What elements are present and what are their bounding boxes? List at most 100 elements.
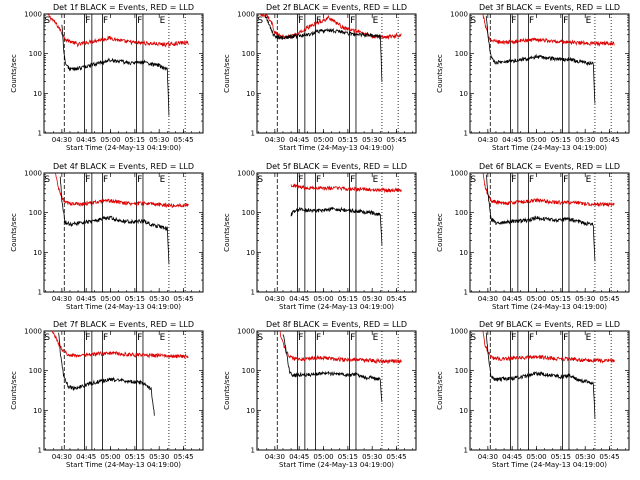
x-tick-label: 04:45 bbox=[502, 295, 522, 303]
plot-area bbox=[482, 173, 615, 292]
events-series bbox=[485, 15, 596, 104]
plot-area bbox=[482, 14, 615, 133]
interval-marker: F bbox=[85, 333, 90, 343]
lld-series bbox=[47, 14, 189, 48]
y-axis-label: Counts/sec bbox=[223, 371, 231, 410]
interval-marker: F bbox=[316, 333, 321, 343]
lld-series bbox=[279, 331, 402, 365]
interval-marker: F bbox=[529, 16, 534, 26]
panel-title: Det 3f BLACK = Events, RED = LLD bbox=[479, 3, 620, 12]
y-tick-label: 100 bbox=[29, 367, 42, 375]
interval-marker: S bbox=[44, 175, 50, 185]
panel-2: Det 2f BLACK = Events, RED = LLD 1 10 100 10… bbox=[223, 3, 417, 152]
y-tick-label: 1000 bbox=[237, 328, 255, 336]
x-tick-label: 04:45 bbox=[289, 136, 309, 144]
plot-frame bbox=[469, 330, 630, 451]
x-tick-label: 05:45 bbox=[386, 136, 406, 144]
y-axis-label: Counts/sec bbox=[436, 371, 444, 410]
events-series bbox=[485, 332, 596, 419]
y-tick-label: 1000 bbox=[450, 11, 468, 19]
y-tick-label: 1 bbox=[251, 289, 255, 297]
interval-marker: F bbox=[529, 175, 534, 185]
interval-marker: E bbox=[586, 333, 592, 343]
plot-frame bbox=[256, 172, 417, 293]
panel-title: Det 9f BLACK = Events, RED = LLD bbox=[479, 320, 620, 329]
lld-series bbox=[482, 173, 615, 208]
x-tick-label: 04:30 bbox=[478, 295, 498, 303]
plot-frame bbox=[469, 13, 630, 134]
interval-marker: S bbox=[257, 175, 263, 185]
x-tick-label: 05:00 bbox=[313, 295, 333, 303]
panel-title: Det 2f BLACK = Events, RED = LLD bbox=[266, 3, 407, 12]
y-tick-label: 1 bbox=[38, 289, 42, 297]
x-tick-label: 04:30 bbox=[52, 453, 72, 461]
plot-area bbox=[54, 173, 189, 292]
events-series bbox=[58, 332, 155, 416]
interval-marker: F bbox=[350, 333, 355, 343]
x-tick-label: 05:30 bbox=[575, 136, 595, 144]
interval-marker: F bbox=[103, 333, 108, 343]
x-tick-label: 05:00 bbox=[100, 136, 120, 144]
panel-title: Det 7f BLACK = Events, RED = LLD bbox=[53, 320, 194, 329]
x-tick-label: 04:30 bbox=[265, 136, 285, 144]
x-tick-label: 05:00 bbox=[526, 295, 546, 303]
x-tick-label: 05:15 bbox=[338, 136, 358, 144]
y-tick-label: 1000 bbox=[237, 170, 255, 178]
y-tick-label: 10 bbox=[246, 249, 255, 257]
y-tick-label: 100 bbox=[455, 209, 468, 217]
x-tick-label: 05:30 bbox=[362, 453, 382, 461]
plot-area bbox=[482, 331, 615, 450]
x-tick-label: 05:45 bbox=[599, 453, 619, 461]
y-tick-label: 100 bbox=[242, 209, 255, 217]
interval-marker: F bbox=[316, 16, 321, 26]
interval-marker: E bbox=[586, 16, 592, 26]
x-tick-label: 05:15 bbox=[551, 453, 571, 461]
plot-area bbox=[47, 14, 189, 133]
y-tick-label: 1000 bbox=[24, 11, 42, 19]
interval-marker: F bbox=[103, 175, 108, 185]
interval-marker: F bbox=[563, 333, 568, 343]
y-tick-label: 1 bbox=[464, 289, 468, 297]
y-tick-label: 1000 bbox=[450, 170, 468, 178]
interval-marker: F bbox=[103, 16, 108, 26]
lld-series bbox=[51, 331, 189, 359]
x-tick-label: 05:00 bbox=[100, 453, 120, 461]
plot-frame bbox=[256, 330, 417, 451]
x-tick-label: 05:15 bbox=[125, 453, 145, 461]
y-tick-label: 10 bbox=[33, 407, 42, 415]
x-tick-label: 05:15 bbox=[125, 295, 145, 303]
plot-area bbox=[276, 173, 402, 292]
x-tick-label: 05:15 bbox=[338, 453, 358, 461]
y-tick-label: 1 bbox=[38, 130, 42, 138]
interval-marker: F bbox=[529, 333, 534, 343]
panel-4: Det 4f BLACK = Events, RED = LLD 1 10 100 10… bbox=[10, 162, 204, 311]
interval-marker: F bbox=[350, 175, 355, 185]
y-tick-label: 10 bbox=[459, 249, 468, 257]
panel-7: Det 7f BLACK = Events, RED = LLD 1 10 100 10… bbox=[10, 320, 204, 469]
y-tick-label: 1 bbox=[251, 447, 255, 455]
y-tick-label: 1 bbox=[464, 130, 468, 138]
y-axis-label: Counts/sec bbox=[223, 54, 231, 93]
interval-marker: F bbox=[137, 16, 142, 26]
lld-series bbox=[482, 331, 615, 364]
panel-title: Det 1f BLACK = Events, RED = LLD bbox=[53, 3, 194, 12]
y-axis-label: Counts/sec bbox=[223, 213, 231, 252]
plot-frame bbox=[43, 330, 204, 451]
y-axis-label: Counts/sec bbox=[10, 54, 18, 93]
x-axis-label: Start Time (24-May-13 04:19:00) bbox=[66, 144, 181, 152]
x-axis-label: Start Time (24-May-13 04:19:00) bbox=[279, 303, 394, 311]
interval-marker: F bbox=[511, 333, 516, 343]
x-tick-label: 05:30 bbox=[575, 453, 595, 461]
interval-marker: F bbox=[316, 175, 321, 185]
interval-marker: E bbox=[160, 16, 166, 26]
events-series bbox=[485, 174, 596, 262]
x-axis-label: Start Time (24-May-13 04:19:00) bbox=[492, 144, 607, 152]
panel-title: Det 6f BLACK = Events, RED = LLD bbox=[479, 162, 620, 171]
interval-marker: E bbox=[373, 333, 379, 343]
x-tick-label: 04:45 bbox=[76, 295, 96, 303]
plot-area bbox=[276, 331, 402, 450]
panel-1: Det 1f BLACK = Events, RED = LLD 1 10 100 10… bbox=[10, 3, 204, 152]
y-tick-label: 1 bbox=[251, 130, 255, 138]
interval-marker: F bbox=[85, 175, 90, 185]
